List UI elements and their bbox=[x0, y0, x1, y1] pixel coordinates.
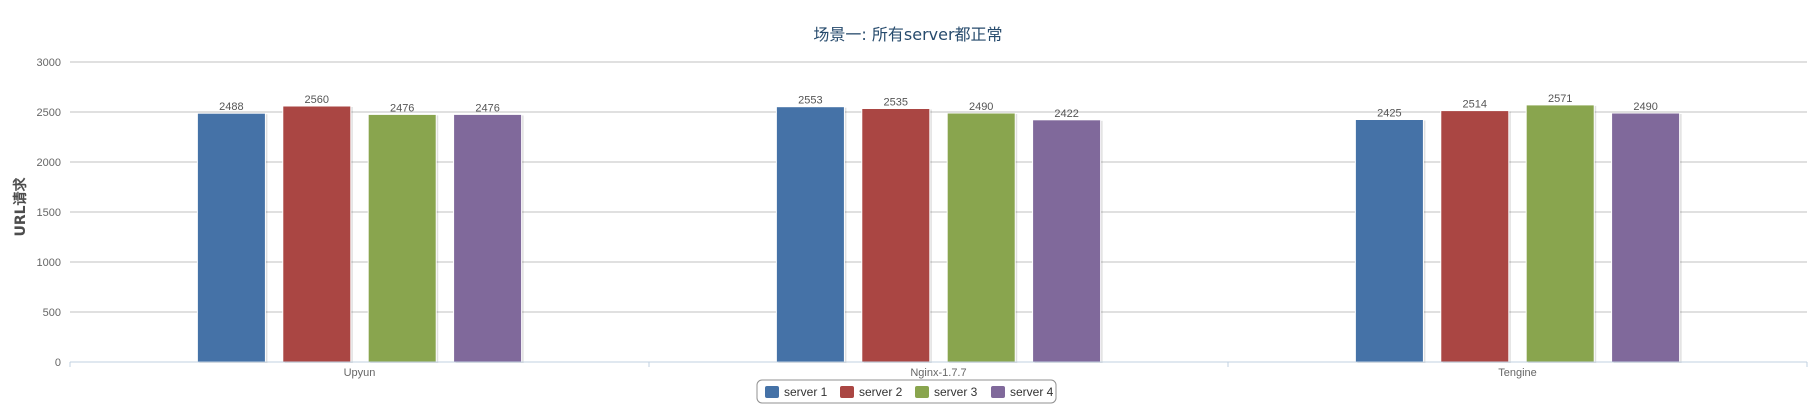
bar bbox=[367, 113, 437, 363]
y-tick-label: 1000 bbox=[37, 257, 61, 269]
x-tick-label: Nginx-1.7.7 bbox=[910, 367, 966, 379]
legend-item: server 1 bbox=[765, 385, 828, 399]
bar bbox=[1611, 112, 1681, 363]
y-axis-label: URL请求 bbox=[12, 176, 29, 236]
bars bbox=[196, 104, 1682, 364]
bar bbox=[1440, 110, 1510, 363]
bar bbox=[946, 112, 1016, 363]
x-tick-label: Tengine bbox=[1498, 367, 1537, 379]
y-tick-label: 3000 bbox=[37, 57, 61, 69]
data-label: 2490 bbox=[969, 101, 993, 113]
legend-swatch bbox=[915, 386, 929, 398]
data-label: 2571 bbox=[1548, 93, 1572, 105]
x-tick-label: Upyun bbox=[344, 367, 376, 379]
data-label: 2488 bbox=[219, 101, 243, 113]
data-label: 2476 bbox=[390, 102, 414, 114]
data-label: 2560 bbox=[305, 94, 329, 106]
data-label: 2514 bbox=[1463, 99, 1487, 111]
bar bbox=[282, 105, 352, 363]
legend-box bbox=[756, 379, 1057, 404]
bar bbox=[775, 106, 845, 363]
legend-label: server 3 bbox=[934, 385, 978, 399]
data-label: 2490 bbox=[1633, 101, 1657, 113]
bar bbox=[1525, 104, 1595, 363]
bar bbox=[1032, 119, 1102, 363]
bar bbox=[861, 108, 931, 363]
data-label: 2476 bbox=[475, 102, 499, 114]
y-tick-label: 2000 bbox=[37, 157, 61, 169]
gridlines bbox=[70, 61, 1807, 313]
legend-swatch bbox=[765, 386, 779, 398]
data-labels: 2488 2553 2425 2560 2535 2514 2476 2490 2571 2476… bbox=[219, 93, 1658, 120]
legend-label: server 4 bbox=[1010, 385, 1054, 399]
legend-item: server 2 bbox=[840, 385, 903, 399]
data-label: 2425 bbox=[1377, 108, 1401, 120]
y-tick-label: 2500 bbox=[37, 107, 61, 119]
y-tick-label: 1500 bbox=[37, 207, 61, 219]
data-label: 2553 bbox=[798, 95, 822, 107]
data-label: 2535 bbox=[884, 97, 908, 109]
legend-swatch bbox=[840, 386, 854, 398]
y-tick-label: 500 bbox=[43, 307, 61, 319]
data-label: 2422 bbox=[1054, 108, 1078, 120]
legend: server 1 server 2 server 3 server 4 bbox=[756, 379, 1057, 404]
bar bbox=[453, 113, 523, 363]
y-tick-label: 0 bbox=[55, 357, 61, 369]
legend-item: server 3 bbox=[915, 385, 978, 399]
legend-item: server 4 bbox=[991, 385, 1054, 399]
bar bbox=[1354, 119, 1424, 363]
axes: 0 500 1000 1500 2000 2500 3000 Upyun Nginx-1.7.7… bbox=[37, 57, 1808, 379]
legend-label: server 1 bbox=[784, 385, 828, 399]
bar bbox=[196, 112, 266, 363]
chart-title: 场景一: 所有server都正常 bbox=[813, 25, 1002, 44]
legend-swatch bbox=[991, 386, 1005, 398]
legend-label: server 2 bbox=[859, 385, 903, 399]
